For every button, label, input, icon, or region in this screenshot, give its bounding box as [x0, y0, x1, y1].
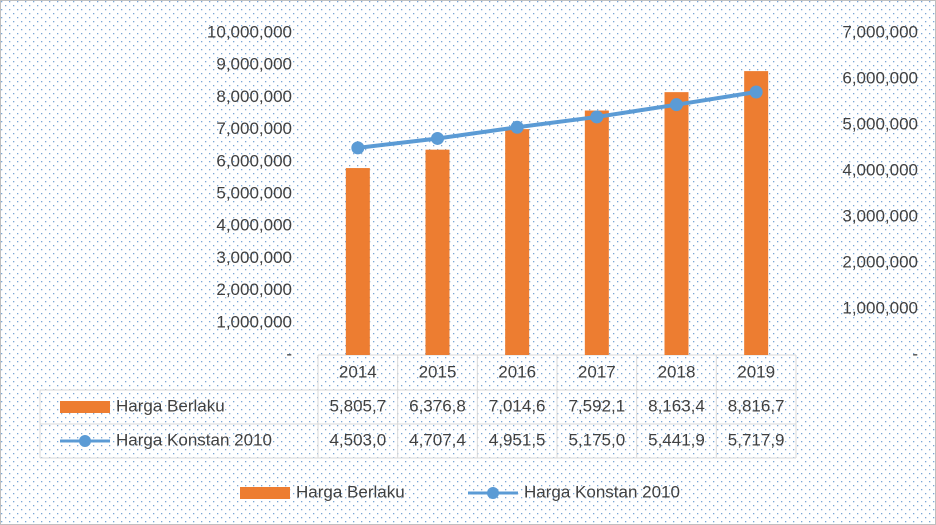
table-cell: 5,805,7 [329, 396, 386, 415]
table-cell: 5,441,9 [648, 430, 705, 449]
table-cell: 4,707,4 [409, 430, 466, 449]
y-tick-label: - [286, 344, 292, 363]
y-tick-label: 2,000,000 [216, 280, 292, 299]
table-row-label: Harga Konstan 2010 [116, 430, 272, 449]
bar [744, 71, 769, 355]
y-tick-label: 8,000,000 [216, 87, 292, 106]
y2-tick-label: - [912, 344, 918, 363]
x-tick-label: 2018 [658, 362, 696, 381]
bar [505, 129, 530, 355]
y2-tick-label: 4,000,000 [842, 160, 918, 179]
table-cell: 4,951,5 [489, 430, 546, 449]
y-tick-label: 4,000,000 [216, 216, 292, 235]
table-row-label: Harga Berlaku [116, 396, 225, 415]
point [670, 98, 683, 112]
point [749, 85, 763, 99]
y-tick-label: 3,000,000 [216, 248, 292, 267]
y-tick-label: 6,000,000 [216, 151, 292, 170]
table-legend-key [60, 401, 110, 413]
table-cell: 4,503,0 [329, 430, 386, 449]
legend-key [487, 487, 499, 499]
table-cell: 8,163,4 [648, 396, 705, 415]
x-tick-label: 2014 [339, 362, 377, 381]
table-cell: 5,717,9 [728, 430, 785, 449]
y-tick-label: 5,000,000 [216, 183, 292, 202]
x-tick-label: 2019 [737, 362, 775, 381]
table-cell: 6,376,8 [409, 396, 466, 415]
x-tick-label: 2015 [419, 362, 457, 381]
table-cell: 8,816,7 [728, 396, 785, 415]
legend-key [240, 487, 290, 499]
y-tick-label: 7,000,000 [216, 119, 292, 138]
y-tick-label: 1,000,000 [216, 312, 292, 331]
y2-tick-label: 7,000,000 [842, 22, 918, 41]
y2-tick-label: 6,000,000 [842, 68, 918, 87]
table-cell: 7,592,1 [568, 396, 625, 415]
y2-tick-label: 1,000,000 [842, 298, 918, 317]
bar [664, 92, 689, 355]
point [590, 110, 604, 124]
table-cell: 5,175,0 [568, 430, 625, 449]
bar [425, 149, 450, 355]
point [431, 131, 444, 145]
bar [345, 168, 370, 355]
y2-tick-label: 5,000,000 [842, 114, 918, 133]
legend-label: Harga Konstan 2010 [524, 482, 680, 501]
x-tick-label: 2016 [498, 362, 536, 381]
line [357, 90, 757, 150]
y2-tick-label: 3,000,000 [842, 206, 918, 225]
y2-tick-label: 2,000,000 [842, 252, 918, 271]
point [510, 120, 524, 134]
legend-label: Harga Berlaku [296, 482, 405, 501]
y-tick-label: 10,000,000 [207, 22, 292, 41]
x-tick-label: 2017 [578, 362, 616, 381]
table-cell: 7,014,6 [489, 396, 546, 415]
table-legend-key [79, 435, 91, 447]
point [351, 141, 365, 155]
y-tick-label: 9,000,000 [216, 55, 292, 74]
bar [584, 110, 609, 355]
